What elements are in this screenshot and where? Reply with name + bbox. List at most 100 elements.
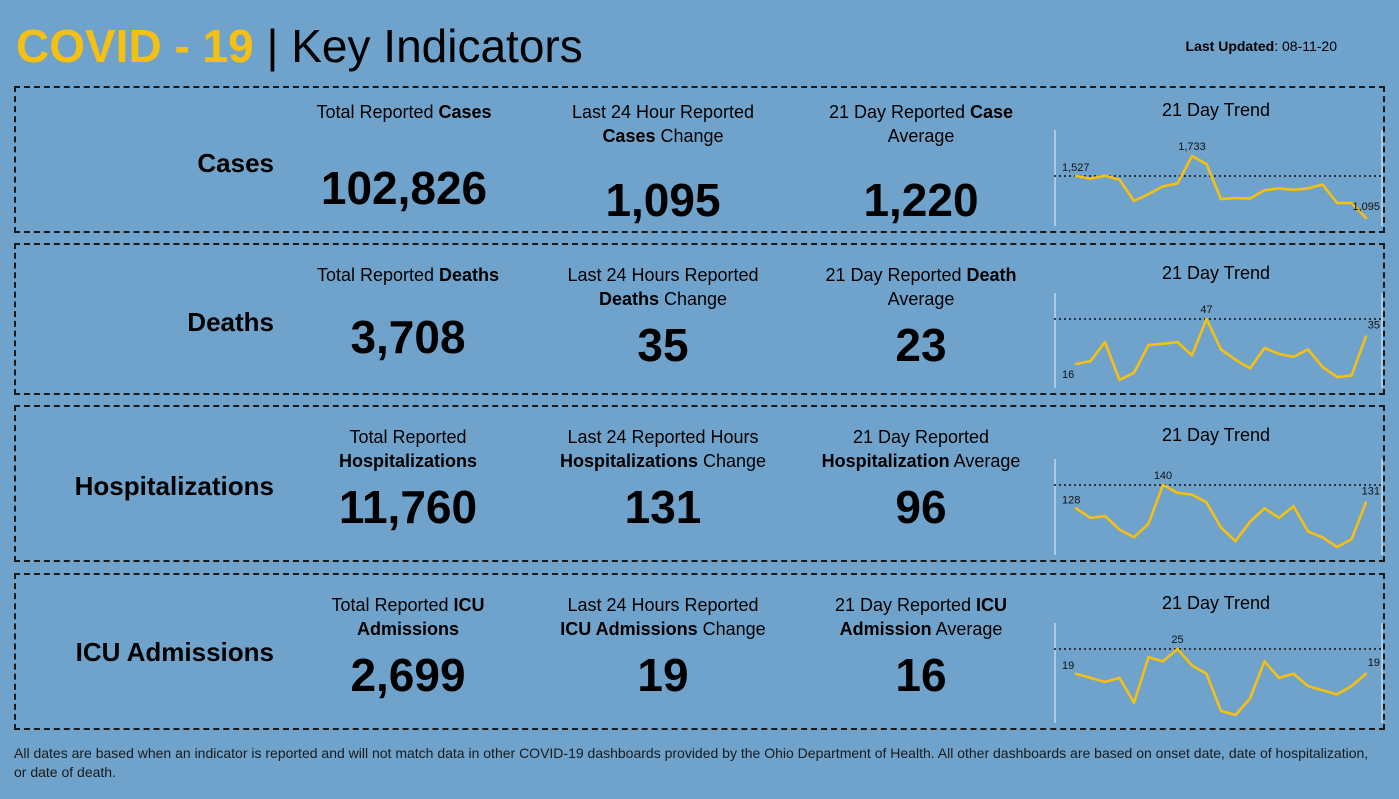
trend-max-label: 140	[1154, 470, 1172, 482]
cases-average-metric: 21 Day Reported Case Average 1,220	[791, 100, 1051, 226]
deaths-change-metric: Last 24 Hours Reported Deaths Change 35	[533, 263, 793, 371]
heading-bold: Deaths	[439, 265, 500, 285]
trend-point	[1219, 526, 1223, 529]
total-icu-admissions-metric: Total Reported ICU Admissions 2,699	[278, 593, 538, 701]
heading-text: Last 24 Hours Reported	[567, 265, 759, 285]
trend-last-label: 35	[1368, 319, 1380, 331]
heading-text: Change	[697, 619, 766, 639]
trend-point	[1118, 178, 1121, 181]
header: COVID - 19 | Key Indicators	[16, 18, 583, 78]
trend-point	[1277, 187, 1281, 190]
trend-point	[1147, 656, 1150, 659]
trend-point	[1176, 182, 1179, 185]
total-icu-admissions-value: 2,699	[350, 649, 466, 701]
deaths-average-metric: 21 Day Reported Death Average 23	[791, 263, 1051, 371]
trend-title-hospitalizations: 21 Day Trend	[1161, 425, 1271, 445]
deaths-average-heading: 21 Day Reported Death Average	[791, 263, 1051, 311]
trend-point	[1074, 362, 1078, 366]
trend-point	[1306, 187, 1310, 190]
heading-bold: Cases	[602, 126, 656, 146]
trend-point	[1176, 341, 1179, 344]
trend-point	[1132, 536, 1136, 539]
last-updated-value: : 08-11-20	[1274, 38, 1337, 54]
trend-point	[1364, 216, 1368, 220]
heading-text: Total Reported	[349, 427, 467, 447]
trend-point	[1263, 189, 1266, 192]
heading-bold: Admission	[839, 619, 932, 639]
hospitalizations-change-heading: Last 24 Reported Hours Hospitalizations C…	[533, 425, 793, 473]
trend-first-label: 1,527	[1062, 162, 1090, 174]
heading-bold: Hospitalizations	[338, 451, 477, 471]
trend-point	[1147, 192, 1150, 196]
icu-change-heading: Last 24 Hours Reported ICU Admissions Cha…	[533, 593, 793, 641]
cases-change-heading: Last 24 Hour Reported Cases Change	[533, 100, 793, 148]
trend-point	[1263, 346, 1266, 350]
row-label-hospitalizations: Hospitalizations	[74, 471, 274, 501]
trend-point	[1190, 354, 1194, 357]
heading-text: Change	[697, 451, 767, 471]
trend-point	[1074, 507, 1078, 510]
trend-point	[1176, 647, 1179, 651]
heading-text: 21 Day Reported	[828, 102, 971, 122]
trend-point	[1103, 174, 1107, 177]
trend-point	[1277, 516, 1281, 520]
trend-point	[1263, 660, 1266, 663]
heading-text: Total Reported	[331, 595, 454, 615]
trend-point	[1292, 505, 1295, 508]
title-key-indicators: Key Indicators	[291, 20, 583, 72]
trend-title-deaths: 21 Day Trend	[1161, 263, 1271, 283]
heading-bold: ICU Admissions	[560, 619, 698, 639]
icu-average-heading: 21 Day Reported ICU Admission Average	[791, 593, 1051, 641]
deaths-average-value: 23	[895, 319, 947, 371]
trend-series-line	[1075, 154, 1367, 219]
icu-change-metric: Last 24 Hours Reported ICU Admissions Cha…	[533, 593, 793, 701]
trend-point	[1335, 201, 1339, 205]
trend-point	[1205, 162, 1208, 166]
trend-point	[1335, 375, 1339, 379]
trend-point	[1205, 317, 1208, 321]
heading-bold: Deaths	[598, 289, 659, 309]
heading-bold: Case	[970, 102, 1014, 122]
trend-point	[1277, 352, 1281, 356]
hospitalizations-average-metric: 21 Day Reported Hospitalization Average 9…	[791, 425, 1051, 533]
last-updated: Last Updated: 08-11-20	[1186, 38, 1337, 54]
trend-point	[1234, 539, 1237, 543]
deaths-change-value: 35	[637, 319, 689, 371]
trend-title-cases: 21 Day Trend	[1161, 100, 1271, 120]
trend-series-line	[1075, 647, 1367, 717]
cases-change-metric: Last 24 Hour Reported Cases Change 1,095	[533, 100, 793, 226]
heading-text: Last 24 Hours Reported	[567, 595, 759, 615]
heading-text: Last 24 Hour Reported	[571, 102, 755, 122]
trend-point	[1132, 199, 1136, 203]
trend-first-label: 19	[1062, 660, 1074, 672]
trend-point	[1248, 367, 1252, 370]
heading-text: Last 24 Reported Hours	[567, 427, 759, 447]
hospitalizations-trend-chart: 128 140 131	[1054, 459, 1384, 555]
trend-first-label: 128	[1062, 494, 1080, 506]
heading-bold: Admissions	[356, 619, 460, 639]
trend-point	[1074, 672, 1078, 675]
trend-point	[1350, 684, 1353, 688]
heading-bold: Hospitalizations	[559, 451, 698, 471]
trend-point	[1248, 197, 1252, 200]
trend-point	[1118, 528, 1121, 531]
trend-point	[1234, 713, 1237, 717]
trend-point	[1306, 348, 1310, 351]
heading-bold: Hospitalization	[821, 451, 950, 471]
cases-average-heading: 21 Day Reported Case Average	[791, 100, 1051, 148]
trend-point	[1147, 343, 1150, 347]
total-hospitalizations-heading: Total Reported Hospitalizations	[278, 425, 538, 473]
trend-point	[1161, 342, 1165, 345]
trend-point	[1321, 536, 1324, 539]
trend-point	[1364, 335, 1368, 338]
trend-point	[1176, 491, 1179, 494]
trend-point	[1118, 676, 1121, 680]
trend-point	[1350, 538, 1353, 541]
heading-text: Average	[931, 619, 1003, 639]
trend-point	[1219, 348, 1223, 351]
trend-last-label: 19	[1368, 657, 1380, 669]
trend-point	[1335, 693, 1339, 696]
total-deaths-metric: Total Reported Deaths 3,708	[278, 263, 538, 363]
row-label-cases: Cases	[197, 148, 274, 178]
hospitalizations-average-heading: 21 Day Reported Hospitalization Average	[791, 425, 1051, 473]
